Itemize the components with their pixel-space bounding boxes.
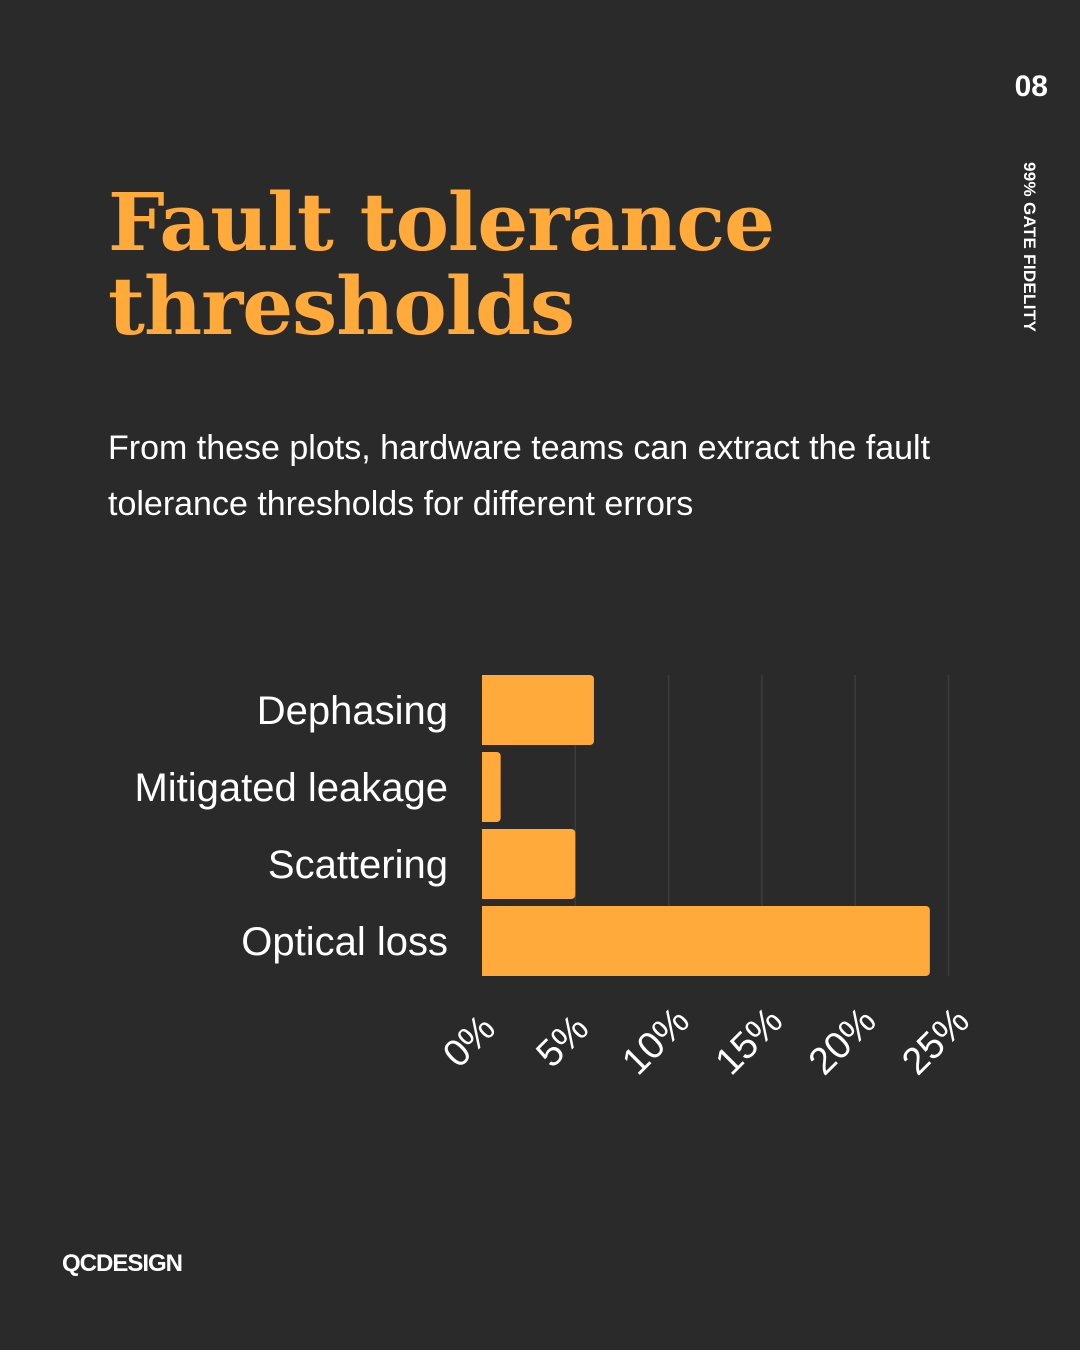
title-line-1: Fault tolerance [108,175,775,269]
page-title: Fault tolerance thresholds [108,180,775,348]
category-label: Scattering [268,843,448,887]
page-number: 08 [1014,70,1048,103]
bar [482,906,930,976]
category-label: Mitigated leakage [134,766,448,810]
title-line-2: thresholds [108,259,575,353]
bar-base [482,906,488,976]
x-tick-label: 10% [614,1000,697,1083]
bar [482,675,594,745]
category-label: Optical loss [241,920,448,964]
x-tick-label: 5% [529,1007,598,1076]
bar [482,829,576,899]
bar-base [482,675,488,745]
subtitle: From these plots, hardware teams can ext… [108,429,931,523]
x-tick-label: 15% [708,1000,791,1083]
x-tick-label: 0% [435,1007,504,1076]
x-tick-label: 20% [801,1000,884,1083]
bar-base [482,752,488,822]
bar-base [482,829,488,899]
x-tick-label: 25% [894,1000,977,1083]
category-label: Dephasing [257,689,448,733]
brand-logo: QCDESIGN [62,1250,183,1277]
